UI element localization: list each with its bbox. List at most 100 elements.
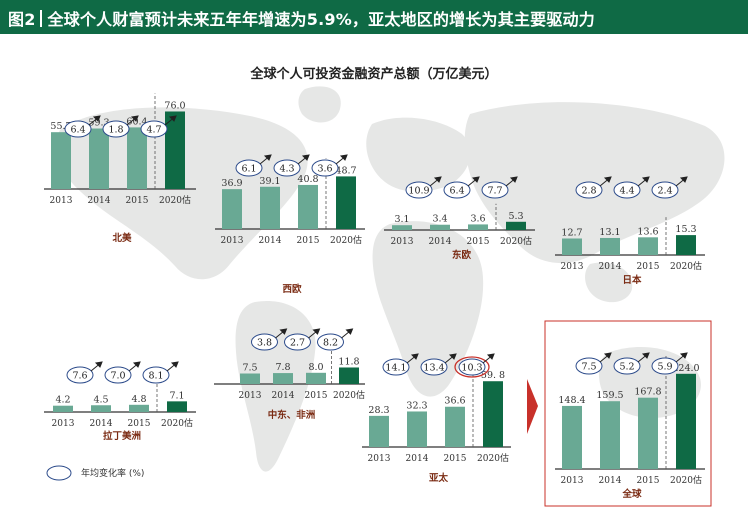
- rate-ellipse-icon: [458, 358, 486, 376]
- rate-label: 10.9: [408, 186, 429, 197]
- x-tick-label: 2013: [368, 454, 391, 464]
- x-tick-label: 2013: [221, 236, 244, 246]
- bar-value-label: 13.6: [637, 226, 658, 237]
- rate-ellipse-icon: [64, 120, 92, 138]
- x-tick-label: 2020估: [159, 194, 191, 206]
- region-label: 全球: [621, 488, 642, 500]
- bar-value-label: 3.4: [432, 214, 447, 225]
- region-label: 北美: [112, 232, 132, 244]
- x-tick-label: 2015: [467, 237, 490, 247]
- rate-label: 6.4: [449, 186, 464, 197]
- map-europe: [366, 117, 471, 192]
- x-tick-label: 2013: [391, 237, 414, 247]
- map-southeast-asia: [585, 262, 633, 303]
- bar-2013: [222, 189, 242, 229]
- bar-2014: [600, 237, 620, 255]
- rate-arrow-icon: [297, 154, 310, 165]
- rate-label: 14.1: [385, 363, 406, 374]
- bar-value-label: 159.5: [596, 390, 623, 401]
- rate-arrow-icon: [675, 176, 688, 187]
- legend-label: 年均变化率 (%): [81, 467, 144, 479]
- map-south-america: [235, 300, 316, 472]
- bar-value-label: 11.8: [338, 356, 359, 367]
- bar-value-label: 3.1: [394, 214, 409, 225]
- x-tick-label: 2020估: [161, 417, 193, 429]
- bar-2015: [129, 404, 149, 412]
- rate-ellipse-icon: [575, 181, 603, 199]
- rate-arrow-icon: [259, 154, 272, 165]
- rate-label: 2.8: [581, 186, 596, 197]
- rate-ellipse-icon: [575, 357, 603, 375]
- x-tick-label: 2015: [637, 476, 660, 486]
- rate-label: 8.2: [323, 338, 338, 349]
- x-tick-label: 2013: [239, 391, 262, 401]
- bar-value-label: 7.1: [169, 390, 184, 401]
- legend-ellipse-icon: [46, 465, 72, 481]
- region-panel-5: 7.5 2013 7.8 2014 8.0 2015 11.8 2020估 3.8 2.7 8.2 中…: [214, 328, 365, 421]
- x-tick-label: 2020估: [670, 260, 702, 272]
- bar-value-label: 7.8: [275, 362, 290, 373]
- rate-ellipse-icon: [102, 120, 130, 138]
- bar-2020估: [167, 401, 187, 412]
- rate-arrow-icon: [599, 176, 612, 187]
- rate-ellipse-icon: [443, 181, 471, 199]
- rate-label: 3.8: [257, 338, 272, 349]
- x-tick-label: 2015: [128, 419, 151, 429]
- rate-ellipse-icon: [284, 333, 311, 351]
- bar-2014: [273, 373, 293, 384]
- bar-value-label: 39.1: [259, 176, 280, 187]
- rate-arrow-icon: [599, 352, 612, 363]
- rate-label: 6.1: [241, 164, 256, 175]
- rate-label: 4.3: [279, 164, 294, 175]
- region-label: 东欧: [452, 249, 472, 261]
- x-tick-label: 2014: [259, 236, 282, 246]
- x-tick-label: 2014: [599, 262, 622, 272]
- map-greenland: [298, 86, 341, 123]
- figure-title-text: 全球个人财富预计未来五年年增速为5.9%，亚太地区的增长为其主要驱动力: [47, 10, 595, 29]
- x-tick-label: 2015: [444, 454, 467, 464]
- x-tick-label: 2013: [52, 419, 75, 429]
- rate-label: 2.7: [290, 338, 305, 349]
- rate-arrow-icon: [637, 352, 650, 363]
- x-tick-label: 2014: [88, 196, 111, 206]
- chart-stage: 全球个人可投资金融资产总额（万亿美元） 年均变化率 (%) 55.7 2013 59…: [0, 34, 748, 512]
- bar-value-label: 5.3: [508, 211, 523, 222]
- rate-label: 7.0: [110, 371, 125, 382]
- bar-2014: [407, 411, 427, 447]
- region-panel-2: 3.1 2013 3.4 2014 3.6 2015 5.3 2020估 10.9 6.4 7.7 东…: [384, 176, 535, 261]
- rate-ellipse-icon: [104, 366, 132, 384]
- bar-2020估: [483, 381, 503, 447]
- bar-value-label: 4.8: [131, 394, 146, 405]
- bar-2020估: [339, 367, 359, 384]
- map-north-america: [55, 107, 308, 280]
- region-label: 中东、非洲: [268, 409, 316, 421]
- rate-arrow-icon: [164, 115, 177, 126]
- rate-arrow-icon: [675, 352, 688, 363]
- x-tick-label: 2020估: [333, 389, 365, 401]
- rate-highlight-ring: [454, 356, 490, 378]
- region-label: 拉丁美洲: [103, 430, 141, 442]
- bar-2013: [369, 415, 389, 447]
- x-tick-label: 2020估: [500, 235, 532, 247]
- bar-2015: [127, 127, 147, 189]
- bar-value-label: 167.8: [634, 387, 661, 398]
- rate-label: 10.3: [461, 363, 482, 374]
- rate-ellipse-icon: [420, 358, 448, 376]
- rate-ellipse-icon: [235, 159, 263, 177]
- rate-ellipse-icon: [613, 357, 641, 375]
- rate-ellipse-icon: [613, 181, 641, 199]
- region-panels: 55.7 2013 59.3 2014 60.4 2015 76.0 2020估 6.4 1.8 4…: [44, 93, 705, 500]
- x-tick-label: 2020估: [477, 452, 509, 464]
- bar-2015: [298, 184, 318, 229]
- rate-arrow-icon: [505, 176, 518, 187]
- bar-2020估: [506, 221, 526, 230]
- rate-ellipse-icon: [273, 159, 301, 177]
- region-panel-6: 28.3 2013 32.3 2014 36.6 2015 59. 8 2020估 14.1 13…: [362, 353, 511, 484]
- rate-arrow-icon: [406, 353, 419, 364]
- bar-value-label: 59.3: [88, 118, 109, 129]
- bar-value-label: 8.0: [308, 362, 323, 373]
- bar-2013: [562, 238, 582, 255]
- rate-ellipse-icon: [481, 181, 509, 199]
- rate-arrow-icon: [482, 353, 495, 364]
- rate-label: 13.4: [423, 363, 444, 374]
